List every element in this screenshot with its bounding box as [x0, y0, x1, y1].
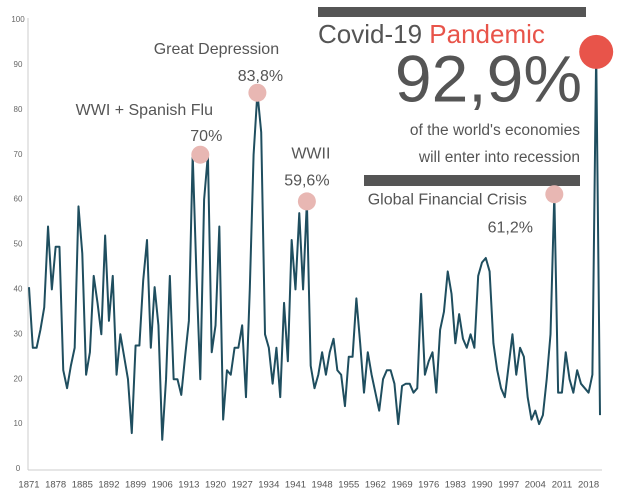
y-tick-label: 0 — [16, 464, 21, 473]
highlight-point — [191, 145, 210, 164]
covid-title: Covid-19 Pandemic — [318, 19, 545, 49]
x-tick-label: 1955 — [338, 480, 359, 491]
covid-note: will enter into recession — [418, 149, 580, 166]
highlight-point — [248, 83, 267, 102]
x-tick-label: 1948 — [312, 480, 333, 491]
annotation-value: 61,2% — [488, 219, 533, 236]
y-tick-label: 90 — [14, 60, 23, 69]
x-tick-label: 1934 — [258, 480, 279, 491]
annotation-label: Great Depression — [154, 41, 279, 58]
highlight-point — [297, 192, 316, 211]
x-tick-label: 1983 — [445, 480, 466, 491]
decor-bar — [364, 175, 580, 186]
y-tick-label: 70 — [14, 150, 23, 159]
annotation-label: Global Financial Crisis — [368, 191, 527, 208]
y-tick-label: 60 — [14, 195, 23, 204]
x-tick-label: 1892 — [98, 480, 119, 491]
y-tick-label: 10 — [14, 419, 23, 428]
annotation-value: 83,8% — [238, 68, 283, 85]
x-tick-label: 1871 — [18, 480, 39, 491]
x-tick-label: 1885 — [72, 480, 93, 491]
y-tick-label: 30 — [14, 329, 23, 338]
y-tick-label: 100 — [11, 15, 25, 24]
x-tick-label: 1962 — [365, 480, 386, 491]
x-tick-label: 1997 — [498, 480, 519, 491]
covid-title-text: Covid-19 — [318, 19, 422, 49]
y-tick-label: 80 — [14, 105, 23, 114]
x-tick-label: 1927 — [232, 480, 253, 491]
y-tick-label: 50 — [14, 240, 23, 249]
x-tick-label: 2011 — [552, 480, 572, 491]
covid-title-highlight: Pandemic — [429, 19, 545, 49]
x-tick-label: 1969 — [391, 480, 412, 491]
decor-bar — [318, 7, 586, 17]
x-tick-label: 1990 — [471, 480, 492, 491]
x-tick-label: 1899 — [125, 480, 146, 491]
covid-note: of the world's economies — [410, 122, 580, 139]
covid-value: 92,9% — [395, 41, 582, 115]
annotation-label: WWI + Spanish Flu — [76, 102, 213, 119]
line — [28, 50, 601, 441]
x-tick-label: 1906 — [152, 480, 173, 491]
annotation-value: 59,6% — [284, 173, 329, 190]
highlight-point — [545, 185, 564, 204]
x-tick-label: 1913 — [178, 480, 199, 491]
y-tick-label: 20 — [14, 374, 23, 383]
y-tick-label: 40 — [14, 285, 23, 294]
x-tick-label: 1878 — [45, 480, 66, 491]
x-tick-label: 1941 — [285, 480, 306, 491]
x-tick-label: 1920 — [205, 480, 226, 491]
covid-point — [579, 34, 614, 69]
annotation-label: WWII — [291, 146, 330, 163]
x-tick-label: 1976 — [418, 480, 439, 491]
x-tick-label: 2004 — [525, 480, 546, 491]
x-tick-label: 2018 — [578, 480, 599, 491]
annotation-value: 70% — [190, 128, 222, 145]
